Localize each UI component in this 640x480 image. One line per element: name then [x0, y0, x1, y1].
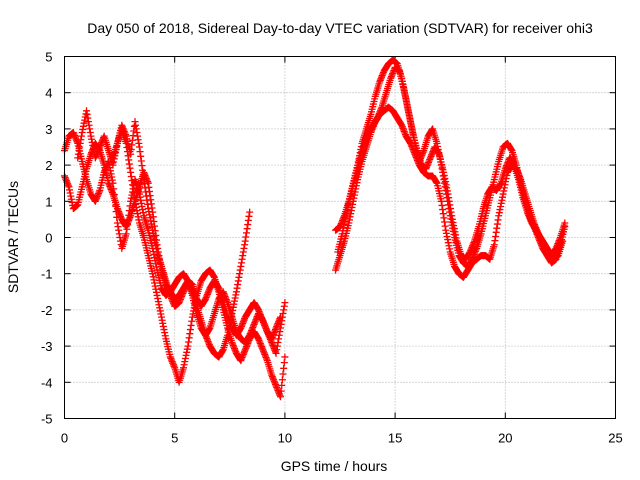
y-tick-label: 0	[45, 231, 52, 246]
y-tick-label: 5	[45, 50, 52, 65]
x-tick-label: 25	[608, 431, 622, 446]
series-trace-g	[334, 63, 567, 263]
data-points	[61, 56, 569, 401]
y-tick-label: 4	[45, 86, 52, 101]
data-point	[276, 313, 284, 321]
series-trace-d	[109, 118, 284, 343]
y-tick-label: 2	[45, 158, 52, 173]
data-point	[561, 219, 569, 227]
chart-title: Day 050 of 2018, Sidereal Day-to-day VTE…	[87, 20, 593, 36]
x-tick-label: 10	[278, 431, 292, 446]
x-tick-label: 20	[498, 431, 512, 446]
tick-labels: 0 5 10 15 20 25 -5 -4 -3 -2 -1 0 1 2 3 4 5	[41, 50, 623, 446]
ticks	[64, 56, 616, 419]
y-tick-label: -4	[41, 375, 53, 390]
data-point	[281, 353, 289, 361]
data-point	[559, 237, 567, 245]
x-tick-label: 5	[171, 431, 178, 446]
plot-frame	[64, 56, 616, 419]
y-tick-label: -1	[41, 267, 53, 282]
y-axis-label: SDTVAR / TECUs	[5, 181, 21, 293]
x-tick-label: 15	[388, 431, 402, 446]
x-tick-label: 0	[61, 431, 68, 446]
y-tick-label: -3	[41, 339, 53, 354]
y-tick-label: 3	[45, 122, 52, 137]
data-point	[281, 299, 289, 307]
data-point	[246, 208, 254, 216]
y-tick-label: 1	[45, 194, 52, 209]
y-tick-label: -5	[41, 412, 53, 427]
y-tick-label: -2	[41, 303, 53, 318]
x-axis-label: GPS time / hours	[281, 458, 388, 474]
